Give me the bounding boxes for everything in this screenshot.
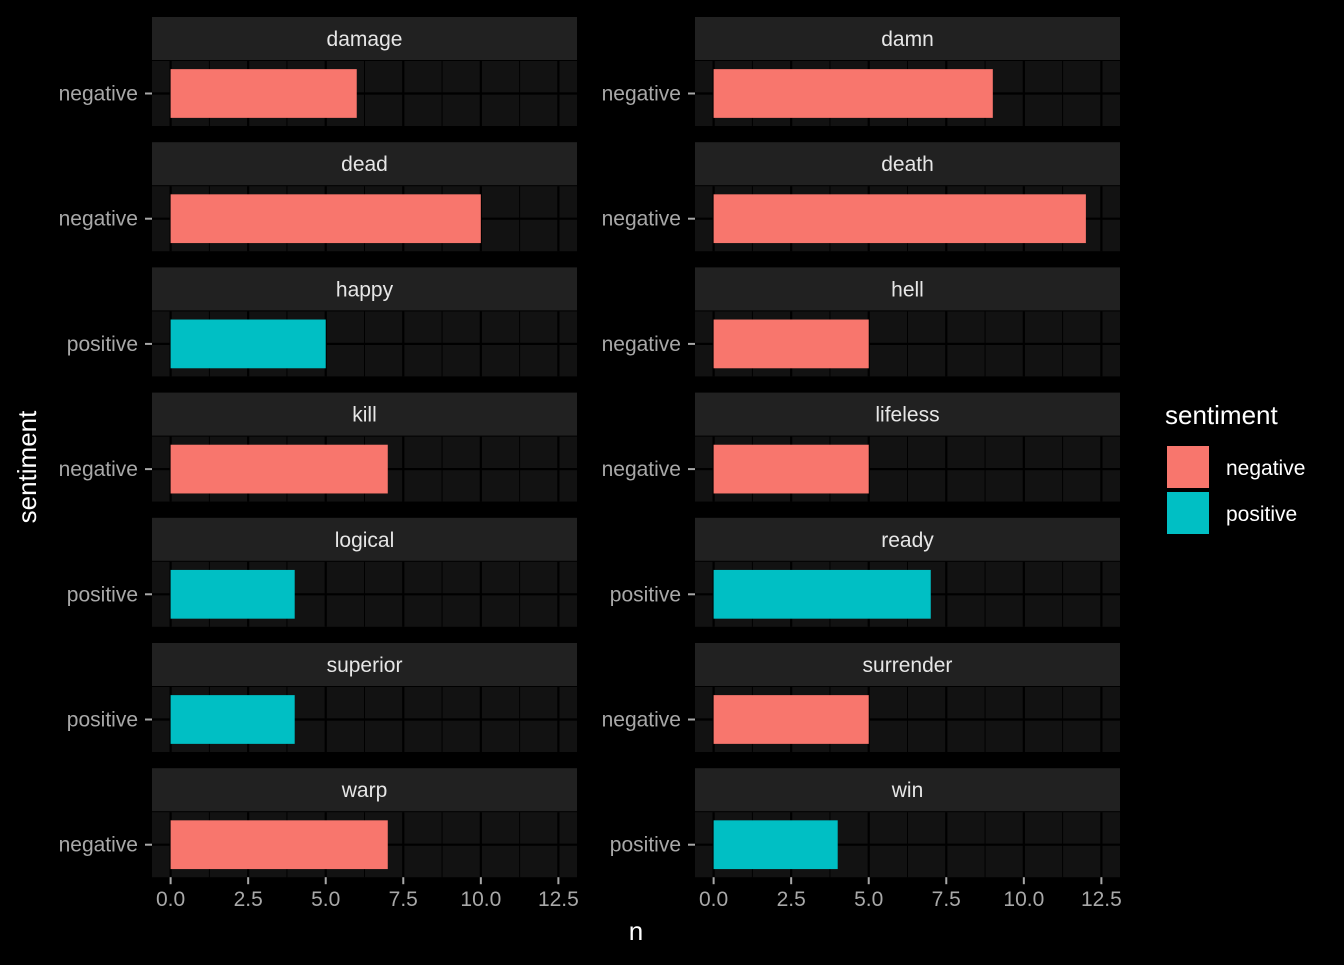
y-tick-label: negative bbox=[602, 83, 681, 106]
y-tick-label: negative bbox=[602, 709, 681, 732]
facet-strip-label: dead bbox=[341, 153, 388, 176]
facet-strip bbox=[152, 392, 577, 436]
x-tick-label: 2.5 bbox=[234, 888, 263, 911]
facet-strip bbox=[695, 142, 1120, 186]
facet-panel-damage: damage negative bbox=[59, 17, 577, 126]
bar-hell bbox=[713, 319, 869, 369]
bar-happy bbox=[170, 319, 326, 369]
x-tick-label: 0.0 bbox=[699, 888, 728, 911]
legend-key-negative bbox=[1167, 446, 1209, 488]
axes-layer: 0.0 2.5 5.0 7.5 10.0 12.5 0.0 2.5 5.0 7.5 10.0 12.5 bbox=[156, 877, 1122, 911]
y-tick-label: negative bbox=[59, 834, 138, 857]
bar-warp bbox=[170, 820, 388, 870]
facet-strip-label: warp bbox=[341, 779, 388, 802]
x-tick-label: 12.5 bbox=[538, 888, 579, 911]
facet-strip bbox=[152, 643, 577, 686]
x-tick-label: 7.5 bbox=[389, 888, 418, 911]
facet-strip bbox=[695, 517, 1120, 561]
facet-strip bbox=[152, 768, 577, 812]
bar-lifeless bbox=[713, 444, 869, 494]
y-tick-label: positive bbox=[67, 333, 138, 356]
bar-logical bbox=[170, 569, 295, 619]
x-tick-label: 7.5 bbox=[932, 888, 961, 911]
x-tick-label: 5.0 bbox=[311, 888, 340, 911]
legend-title: sentiment bbox=[1165, 400, 1278, 430]
facet-strip bbox=[695, 643, 1120, 686]
legend-label-negative: negative bbox=[1226, 457, 1305, 480]
facet-strip-label: kill bbox=[352, 404, 377, 427]
facet-panel-hell: hell negative bbox=[602, 267, 1120, 377]
bar-death bbox=[713, 194, 1086, 244]
y-axis-title: sentiment bbox=[12, 410, 42, 523]
facet-panel-warp: warp negative bbox=[59, 768, 577, 878]
y-tick-label: positive bbox=[67, 709, 138, 732]
x-axis-title: n bbox=[629, 916, 643, 946]
facet-strip-label: death bbox=[881, 153, 934, 176]
facet-panel-win: win positive bbox=[610, 768, 1120, 878]
y-tick-label: negative bbox=[602, 458, 681, 481]
x-tick-label: 10.0 bbox=[1003, 888, 1044, 911]
legend-label-positive: positive bbox=[1226, 503, 1297, 526]
x-tick-label: 12.5 bbox=[1081, 888, 1122, 911]
y-tick-label: negative bbox=[602, 333, 681, 356]
facets-layer: damagenegativedamnnegativedeadnegativede… bbox=[59, 17, 1120, 878]
bar-damage bbox=[170, 69, 357, 118]
facet-panel-ready: ready positive bbox=[610, 517, 1120, 627]
bar-damn bbox=[713, 69, 993, 118]
bar-surrender bbox=[713, 695, 869, 744]
facet-panel-dead: dead negative bbox=[59, 142, 577, 252]
facet-strip-label: happy bbox=[336, 278, 394, 301]
y-tick-label: positive bbox=[610, 583, 681, 606]
facet-strip bbox=[695, 267, 1120, 311]
y-tick-label: positive bbox=[610, 834, 681, 857]
legend-key-positive bbox=[1167, 492, 1209, 534]
facet-strip bbox=[695, 17, 1120, 60]
y-tick-label: negative bbox=[59, 458, 138, 481]
facet-strip-label: hell bbox=[891, 278, 924, 301]
facet-strip-label: win bbox=[891, 779, 924, 802]
y-tick-label: positive bbox=[67, 583, 138, 606]
facet-panel-lifeless: lifeless negative bbox=[602, 392, 1120, 502]
facet-strip bbox=[152, 517, 577, 561]
bar-win bbox=[713, 820, 838, 870]
facet-panel-damn: damn negative bbox=[602, 17, 1120, 126]
bar-dead bbox=[170, 194, 481, 244]
facet-panel-surrender: surrender negative bbox=[602, 643, 1120, 752]
x-tick-label: 5.0 bbox=[854, 888, 883, 911]
facet-strip bbox=[695, 768, 1120, 812]
facet-strip bbox=[152, 142, 577, 186]
facet-panel-happy: happy positive bbox=[67, 267, 577, 377]
legend: sentiment negative positive bbox=[1165, 400, 1305, 534]
facet-panel-kill: kill negative bbox=[59, 392, 577, 502]
bar-superior bbox=[170, 695, 295, 744]
facet-strip bbox=[152, 17, 577, 60]
bar-ready bbox=[713, 569, 931, 619]
x-tick-label: 2.5 bbox=[777, 888, 806, 911]
y-tick-label: negative bbox=[59, 208, 138, 231]
x-tick-label: 0.0 bbox=[156, 888, 185, 911]
bar-kill bbox=[170, 444, 388, 494]
facet-strip bbox=[695, 392, 1120, 436]
facet-strip-label: superior bbox=[327, 654, 403, 677]
y-tick-label: negative bbox=[602, 208, 681, 231]
facet-strip-label: ready bbox=[881, 529, 934, 552]
facet-panel-superior: superior positive bbox=[67, 643, 577, 752]
y-tick-label: negative bbox=[59, 83, 138, 106]
facet-strip-label: lifeless bbox=[875, 404, 939, 427]
facet-strip-label: damage bbox=[327, 28, 403, 51]
facet-panel-death: death negative bbox=[602, 142, 1120, 252]
facet-strip-label: surrender bbox=[863, 654, 953, 677]
facet-panel-logical: logical positive bbox=[67, 517, 577, 627]
facet-strip-label: damn bbox=[881, 28, 934, 51]
x-tick-label: 10.0 bbox=[460, 888, 501, 911]
facet-strip bbox=[152, 267, 577, 311]
facet-strip-label: logical bbox=[335, 529, 395, 552]
